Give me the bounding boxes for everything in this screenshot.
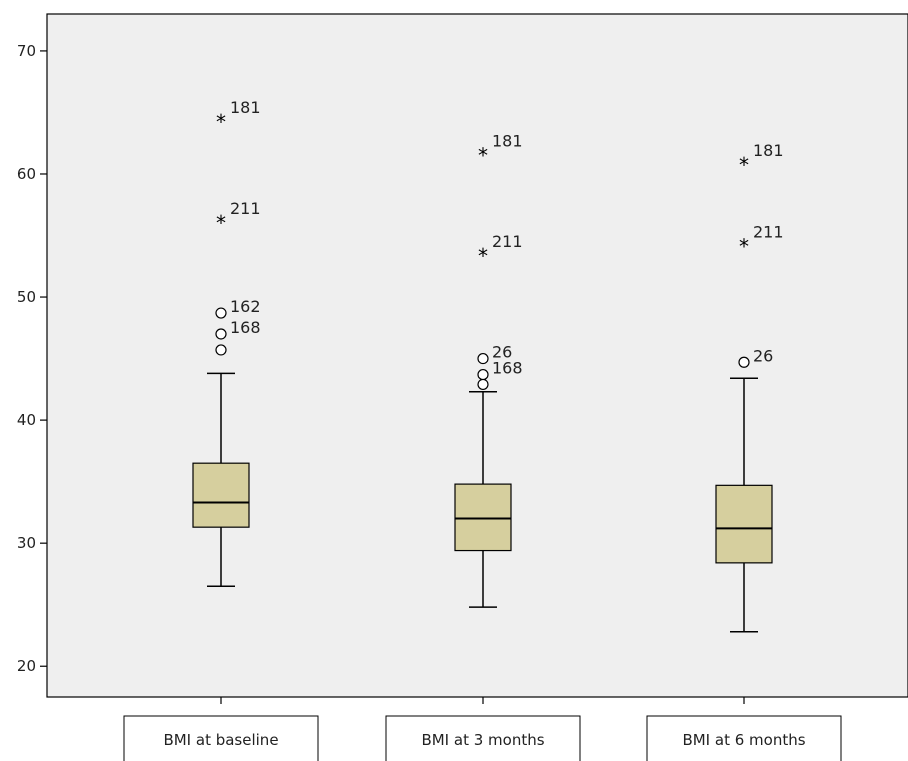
iqr-box	[715, 484, 773, 564]
iqr-box	[454, 483, 512, 552]
extreme-outlier-marker: *	[739, 234, 749, 258]
category-label-box	[385, 715, 581, 761]
outlier-marker	[477, 378, 489, 391]
y-tick-label: 20	[17, 657, 36, 675]
extreme-outlier-marker: *	[478, 244, 488, 268]
outlier-label: 168	[492, 359, 523, 378]
outlier-marker	[477, 352, 489, 365]
outlier-label: 181	[492, 131, 523, 150]
y-axis: 20 30 40 50 60 70	[17, 42, 47, 675]
y-tick-label: 60	[17, 165, 36, 183]
y-tick-label: 50	[17, 288, 36, 306]
outlier-label: 211	[230, 199, 261, 218]
extreme-outlier-marker: *	[739, 153, 749, 177]
outlier-marker	[738, 356, 750, 368]
extreme-outlier-marker: *	[216, 110, 226, 134]
y-tick-label: 30	[17, 534, 36, 552]
category-label-box	[123, 715, 319, 761]
category-label: BMI at baseline	[163, 731, 278, 749]
outlier-label: 162	[230, 297, 261, 316]
y-tick-label: 70	[17, 42, 36, 60]
plot-area	[46, 13, 908, 698]
x-axis: BMI at baseline BMI at 3 months BMI at 6 m…	[123, 697, 842, 761]
outlier-label: 26	[753, 346, 773, 365]
category-label: BMI at 6 months	[682, 731, 805, 749]
iqr-box	[192, 462, 250, 528]
category-label-box	[646, 715, 842, 761]
extreme-outlier-marker: *	[478, 143, 488, 167]
category-label: BMI at 3 months	[421, 731, 544, 749]
outlier-marker	[477, 368, 489, 381]
outlier-label: 181	[753, 141, 784, 160]
outlier-label: 181	[230, 98, 261, 117]
outlier-marker	[215, 307, 227, 319]
outlier-marker	[215, 328, 227, 340]
y-tick-label: 40	[17, 411, 36, 429]
outlier-label: 211	[753, 222, 784, 241]
outlier-label: 211	[492, 232, 523, 251]
outlier-label: 168	[230, 318, 261, 337]
extreme-outlier-marker: *	[216, 211, 226, 235]
outlier-label: 26	[492, 343, 512, 362]
outlier-marker	[215, 344, 227, 356]
